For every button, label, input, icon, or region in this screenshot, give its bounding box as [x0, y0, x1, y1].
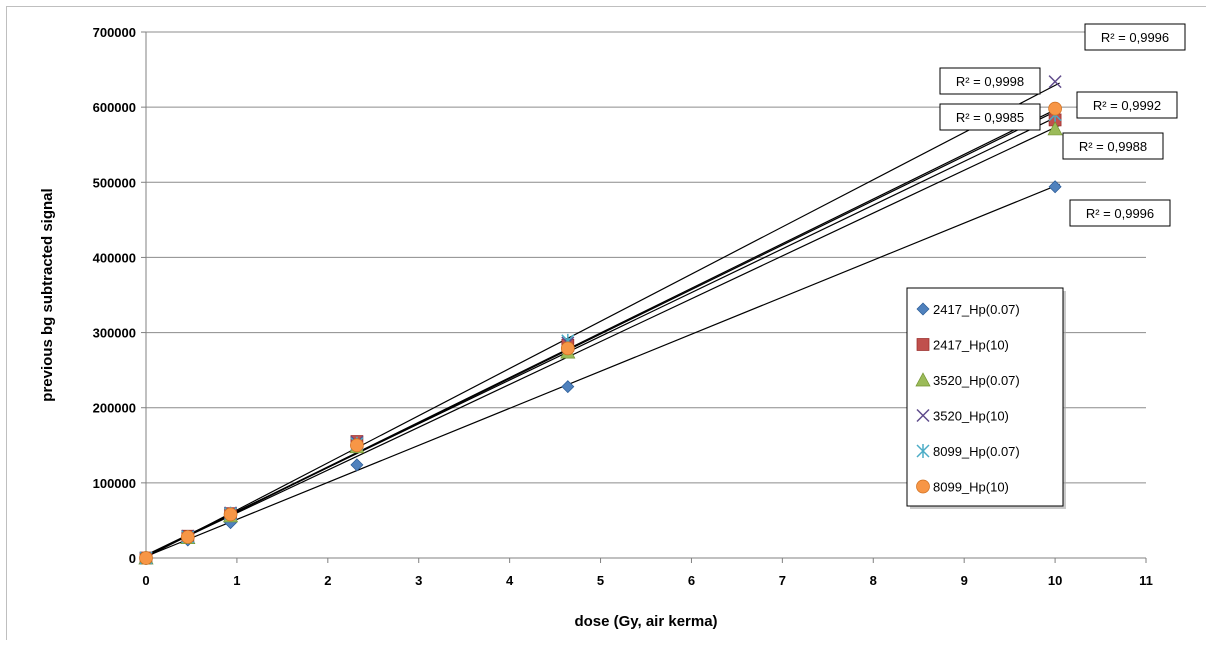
legend-item: 3520_Hp(0.07)	[915, 372, 1020, 388]
x-tick-label: 8	[870, 573, 877, 588]
data-point	[1048, 101, 1062, 116]
x-tick-label: 11	[1139, 573, 1153, 588]
trendline	[145, 82, 1060, 558]
legend-item: 8099_Hp(0.07)	[916, 444, 1020, 459]
legend-marker	[916, 408, 930, 423]
r2-label: R² = 0,9996	[1084, 23, 1186, 51]
legend-box	[906, 287, 1064, 507]
legend-marker	[916, 479, 930, 494]
trendline	[145, 108, 1060, 558]
data-point	[1048, 180, 1062, 194]
y-tick-label: 600000	[93, 100, 136, 115]
r2-label: R² = 0,9996	[1069, 199, 1171, 227]
legend: 2417_Hp(0.07) 2417_Hp(10) 3520_Hp(0.07) 352…	[906, 287, 1066, 509]
legend-item: 3520_Hp(10)	[916, 408, 1009, 424]
r2-label-text: R² = 0,9998	[956, 74, 1024, 89]
r2-label-text: R² = 0,9988	[1079, 139, 1147, 154]
x-tick-label: 4	[506, 573, 514, 588]
r2-labels: R² = 0,9996 R² = 0,9998 R² = 0,9992 R² = 0,…	[939, 23, 1186, 227]
data-point	[180, 530, 195, 544]
legend-label: 3520_Hp(10)	[933, 409, 1009, 424]
data-point	[350, 438, 364, 453]
y-tick-label: 100000	[93, 476, 136, 491]
r2-label-text: R² = 0,9985	[956, 110, 1024, 125]
y-tick-label: 700000	[93, 25, 136, 40]
x-tick-label: 3	[415, 573, 422, 588]
data-point	[561, 380, 575, 394]
legend-marker	[916, 444, 930, 458]
r2-label-text: R² = 0,9996	[1086, 206, 1154, 221]
r2-label: R² = 0,9992	[1076, 91, 1178, 119]
trendline	[145, 124, 1060, 557]
r2-label-box	[1084, 23, 1186, 51]
data-point	[139, 551, 153, 565]
data-point	[560, 341, 575, 356]
x-tick-label: 7	[779, 573, 786, 588]
y-axis-title: previous bg subtracted signal	[39, 188, 56, 401]
r2-label: R² = 0,9988	[1062, 132, 1164, 160]
r2-label-box	[1062, 132, 1164, 160]
legend-label: 2417_Hp(10)	[933, 338, 1009, 353]
r2-label: R² = 0,9998	[939, 67, 1041, 95]
legend-marker	[916, 338, 930, 351]
axes: 0 100000 200000 300000 400000 500000 600000 700…	[93, 25, 1153, 588]
data-point	[1048, 75, 1062, 89]
x-axis-title: dose (Gy, air kerma)	[574, 613, 717, 630]
trendlines	[145, 82, 1060, 558]
data-point	[223, 507, 238, 522]
legend-label: 3520_Hp(0.07)	[933, 373, 1020, 388]
legend-item: 2417_Hp(10)	[916, 338, 1009, 353]
data-points	[138, 75, 1063, 565]
x-tick-label: 9	[961, 573, 968, 588]
legend-label: 2417_Hp(0.07)	[933, 302, 1020, 317]
x-tick-label: 10	[1048, 573, 1062, 588]
y-tick-label: 400000	[93, 250, 136, 265]
x-tick-label: 1	[233, 573, 240, 588]
r2-label-box	[939, 103, 1041, 131]
trendline	[145, 183, 1060, 558]
legend-label: 8099_Hp(0.07)	[933, 444, 1020, 459]
r2-label: R² = 0,9985	[939, 103, 1041, 131]
legend-marker	[915, 372, 931, 387]
legend-item: 2417_Hp(0.07)	[916, 302, 1020, 317]
legend-label: 8099_Hp(10)	[933, 480, 1009, 495]
legend-item: 8099_Hp(10)	[916, 479, 1009, 495]
y-tick-label: 500000	[93, 175, 136, 190]
y-tick-label: 300000	[93, 326, 136, 341]
y-tick-label: 0	[129, 551, 136, 566]
r2-label-box	[1069, 199, 1171, 227]
data-point	[350, 458, 364, 472]
x-tick-label: 6	[688, 573, 695, 588]
legend-marker	[916, 302, 930, 316]
r2-label-text: R² = 0,9992	[1093, 98, 1161, 113]
x-tick-label: 2	[324, 573, 331, 588]
r2-label-text: R² = 0,9996	[1101, 30, 1169, 45]
x-tick-label: 5	[597, 573, 604, 588]
x-tick-label: 0	[142, 573, 149, 588]
y-tick-label: 200000	[93, 401, 136, 416]
data-point	[1047, 121, 1063, 136]
chart-frame	[6, 6, 1206, 640]
r2-label-box	[939, 67, 1041, 95]
r2-label-box	[1076, 91, 1178, 119]
